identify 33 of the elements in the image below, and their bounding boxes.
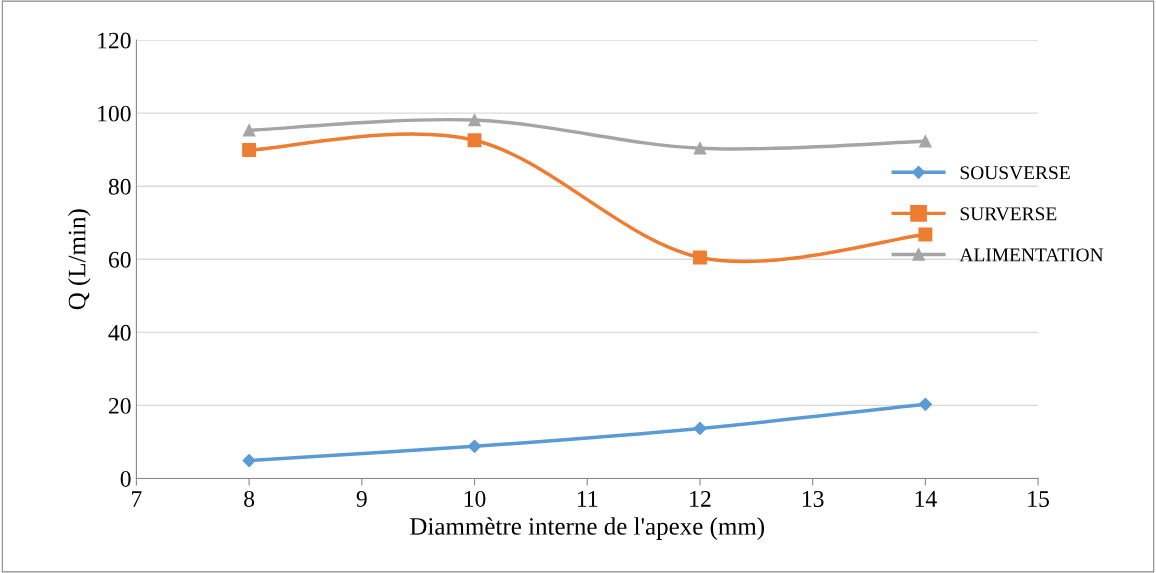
y-tick-label: 40 (108, 324, 131, 341)
x-axis-title: Diammètre interne de l'apexe (mm) (410, 517, 765, 540)
point (693, 141, 707, 155)
point (919, 135, 932, 148)
x-tick-label: 9 (356, 491, 367, 507)
y-tick-label: 120 (98, 32, 131, 49)
legend-label: SOUSVERSE (960, 166, 1070, 180)
point (918, 227, 933, 242)
point (242, 143, 257, 158)
y-tick-label: 80 (108, 178, 131, 195)
point (468, 113, 481, 127)
point (467, 439, 482, 453)
y-tick-label: 60 (108, 251, 131, 268)
x-tick-label: 11 (577, 491, 598, 507)
x-tick-label: 8 (244, 490, 255, 507)
x-tick-label: 13 (802, 491, 824, 507)
legend-label: ALIMENTATION (959, 248, 1104, 262)
y-tick-label: 100 (98, 105, 131, 122)
x-tick-label: 10 (464, 490, 486, 507)
x-tick-label: 12 (690, 491, 711, 507)
y-axis-title: Q (L/min) (67, 209, 91, 310)
x-tick-label: 14 (915, 491, 937, 507)
x-tick-label: 7 (132, 491, 142, 507)
x-tick-label: 15 (1028, 491, 1049, 507)
legend-label: SURVERSE (960, 207, 1057, 221)
point (467, 133, 482, 148)
y-tick-label: 0 (120, 470, 131, 487)
point (918, 397, 932, 411)
point (693, 421, 707, 435)
point (242, 124, 256, 137)
point (693, 250, 707, 265)
y-tick-label: 20 (108, 397, 131, 414)
point (242, 453, 256, 468)
